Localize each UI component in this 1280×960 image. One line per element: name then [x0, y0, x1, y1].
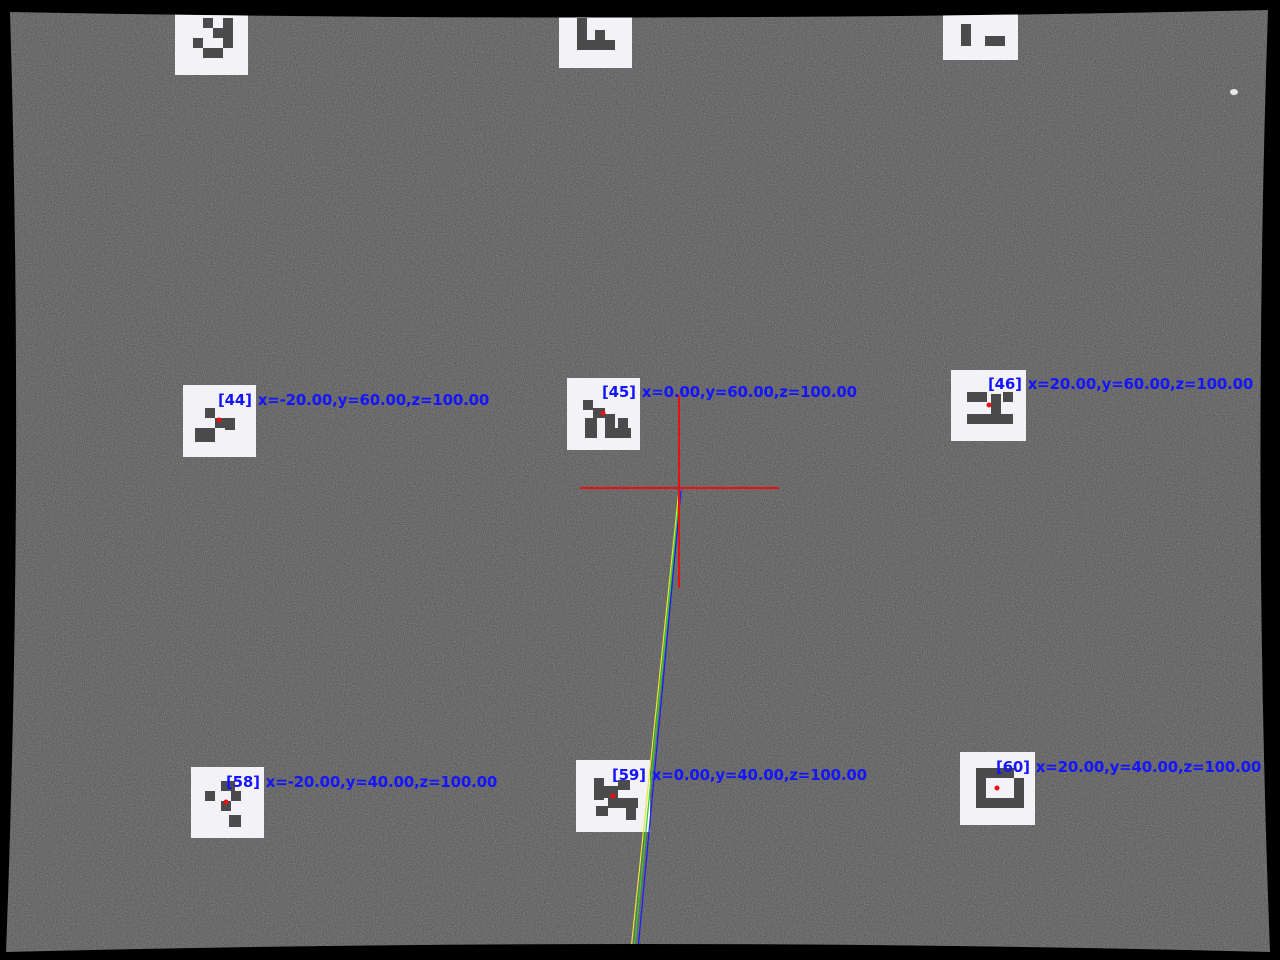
marker-coords: x=20.00,y=40.00,z=100.00	[1035, 758, 1262, 776]
marker-label-46: [46] x=20.00,y=60.00,z=100.00	[988, 375, 1253, 393]
marker-coords: x=0.00,y=40.00,z=100.00	[651, 766, 867, 784]
marker-id: [59]	[612, 766, 646, 784]
marker-partial-top-center	[559, 10, 632, 68]
marker-coords: x=-20.00,y=40.00,z=100.00	[265, 773, 498, 791]
marker-center-dot-icon	[994, 785, 1000, 791]
marker-58	[191, 767, 264, 838]
marker-label-44: [44] x=-20.00,y=60.00,z=100.00	[218, 391, 489, 409]
marker-center-dot-icon	[600, 410, 606, 416]
marker-45	[567, 378, 640, 450]
projection-axis-ray	[629, 489, 682, 952]
marker-label-60: [60] x=20.00,y=40.00,z=100.00	[996, 758, 1261, 776]
marker-center-dot-icon	[986, 402, 992, 408]
marker-label-45: [45] x=0.00,y=60.00,z=100.00	[602, 383, 857, 401]
marker-center-dot-icon	[216, 417, 222, 423]
marker-id: [60]	[996, 758, 1030, 776]
marker-label-59: [59] x=0.00,y=40.00,z=100.00	[612, 766, 867, 784]
marker-center-dot-icon	[610, 793, 616, 799]
marker-partial-top-left	[175, 10, 248, 75]
marker-id: [45]	[602, 383, 636, 401]
marker-id: [46]	[988, 375, 1022, 393]
marker-coords: x=-20.00,y=60.00,z=100.00	[257, 391, 490, 409]
marker-partial-top-right	[943, 10, 1018, 60]
marker-center-dot-icon	[223, 799, 229, 805]
crosshair-icon	[580, 395, 779, 588]
marker-id: [58]	[226, 773, 260, 791]
light-speck	[1230, 89, 1238, 95]
marker-center-dots	[216, 402, 1000, 805]
marker-id: [44]	[218, 391, 252, 409]
marker-coords: x=0.00,y=60.00,z=100.00	[641, 383, 857, 401]
marker-label-58: [58] x=-20.00,y=40.00,z=100.00	[226, 773, 497, 791]
marker-coords: x=20.00,y=60.00,z=100.00	[1027, 375, 1254, 393]
